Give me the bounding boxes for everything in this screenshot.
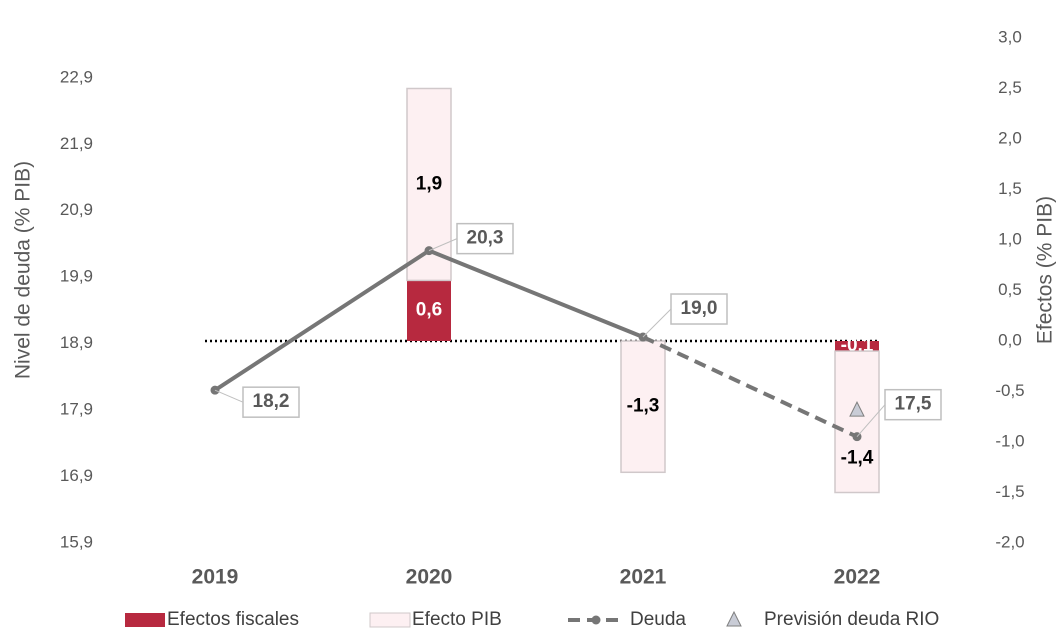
debt-label: 17,5 xyxy=(895,394,932,415)
debt-forecast-line xyxy=(642,335,858,439)
debt-label: 19,0 xyxy=(681,298,718,319)
y-axis-title: Nivel de deuda (% PIB) xyxy=(12,161,35,379)
forecast-marker xyxy=(849,400,865,417)
x-tick-label: 2021 xyxy=(620,566,667,589)
y2-axis-title: Efectos (% PIB) xyxy=(1034,196,1057,344)
pib-label: 1,9 xyxy=(416,173,442,194)
y-tick-label: 22,9 xyxy=(60,67,93,86)
legend-swatch xyxy=(369,612,411,628)
y2-tick-label: 0,0 xyxy=(998,330,1022,349)
fiscal-bar xyxy=(835,341,879,352)
y2-tick-label: -1,5 xyxy=(995,482,1024,501)
debt-label: 18,2 xyxy=(253,391,290,412)
callout-leader xyxy=(428,238,458,252)
pib-label: -1,3 xyxy=(627,396,660,417)
fiscal-bar xyxy=(407,280,451,341)
callout-box xyxy=(670,293,728,325)
callout-leader xyxy=(214,389,244,403)
y-tick-label: 17,9 xyxy=(60,400,93,419)
callout-box xyxy=(242,386,300,418)
y2-tick-label: 2,0 xyxy=(998,128,1022,147)
legend-label: Previsión deuda RIO xyxy=(764,609,939,630)
y-tick-label: 16,9 xyxy=(60,466,93,485)
y-tick-label: 15,9 xyxy=(60,532,93,551)
y2-tick-label: -2,0 xyxy=(995,532,1024,551)
callout-leader xyxy=(642,308,672,338)
legend-swatch xyxy=(591,615,601,625)
legend-label: Efectos fiscales xyxy=(167,609,299,630)
y-tick-label: 20,9 xyxy=(60,200,93,219)
legend-swatch xyxy=(125,613,165,627)
pib-bar xyxy=(620,340,666,474)
y2-tick-label: 1,5 xyxy=(998,179,1022,198)
x-tick-label: 2020 xyxy=(406,566,453,589)
y2-tick-label: -1,0 xyxy=(995,431,1024,450)
legend-label: Deuda xyxy=(630,609,686,630)
y2-tick-label: 3,0 xyxy=(998,27,1022,46)
callout-leader xyxy=(856,404,886,438)
y-tick-label: 18,9 xyxy=(60,333,93,352)
x-tick-label: 2019 xyxy=(192,566,239,589)
y2-tick-label: 0,5 xyxy=(998,280,1022,299)
legend-label: Efecto PIB xyxy=(412,609,502,630)
y-tick-label: 21,9 xyxy=(60,134,93,153)
y2-tick-label: 2,5 xyxy=(998,78,1022,97)
x-tick-label: 2022 xyxy=(834,566,881,589)
debt-label: 20,3 xyxy=(467,228,504,249)
y2-tick-label: -0,5 xyxy=(995,381,1024,400)
y2-tick-label: 1,0 xyxy=(998,229,1022,248)
fiscal-label: 0,6 xyxy=(416,300,442,321)
y-tick-label: 19,9 xyxy=(60,267,93,286)
legend-swatch xyxy=(726,610,742,627)
pib-label: -1,4 xyxy=(841,448,874,469)
callout-box xyxy=(456,222,514,255)
pib-bar xyxy=(834,350,880,494)
callout-box xyxy=(884,388,942,421)
